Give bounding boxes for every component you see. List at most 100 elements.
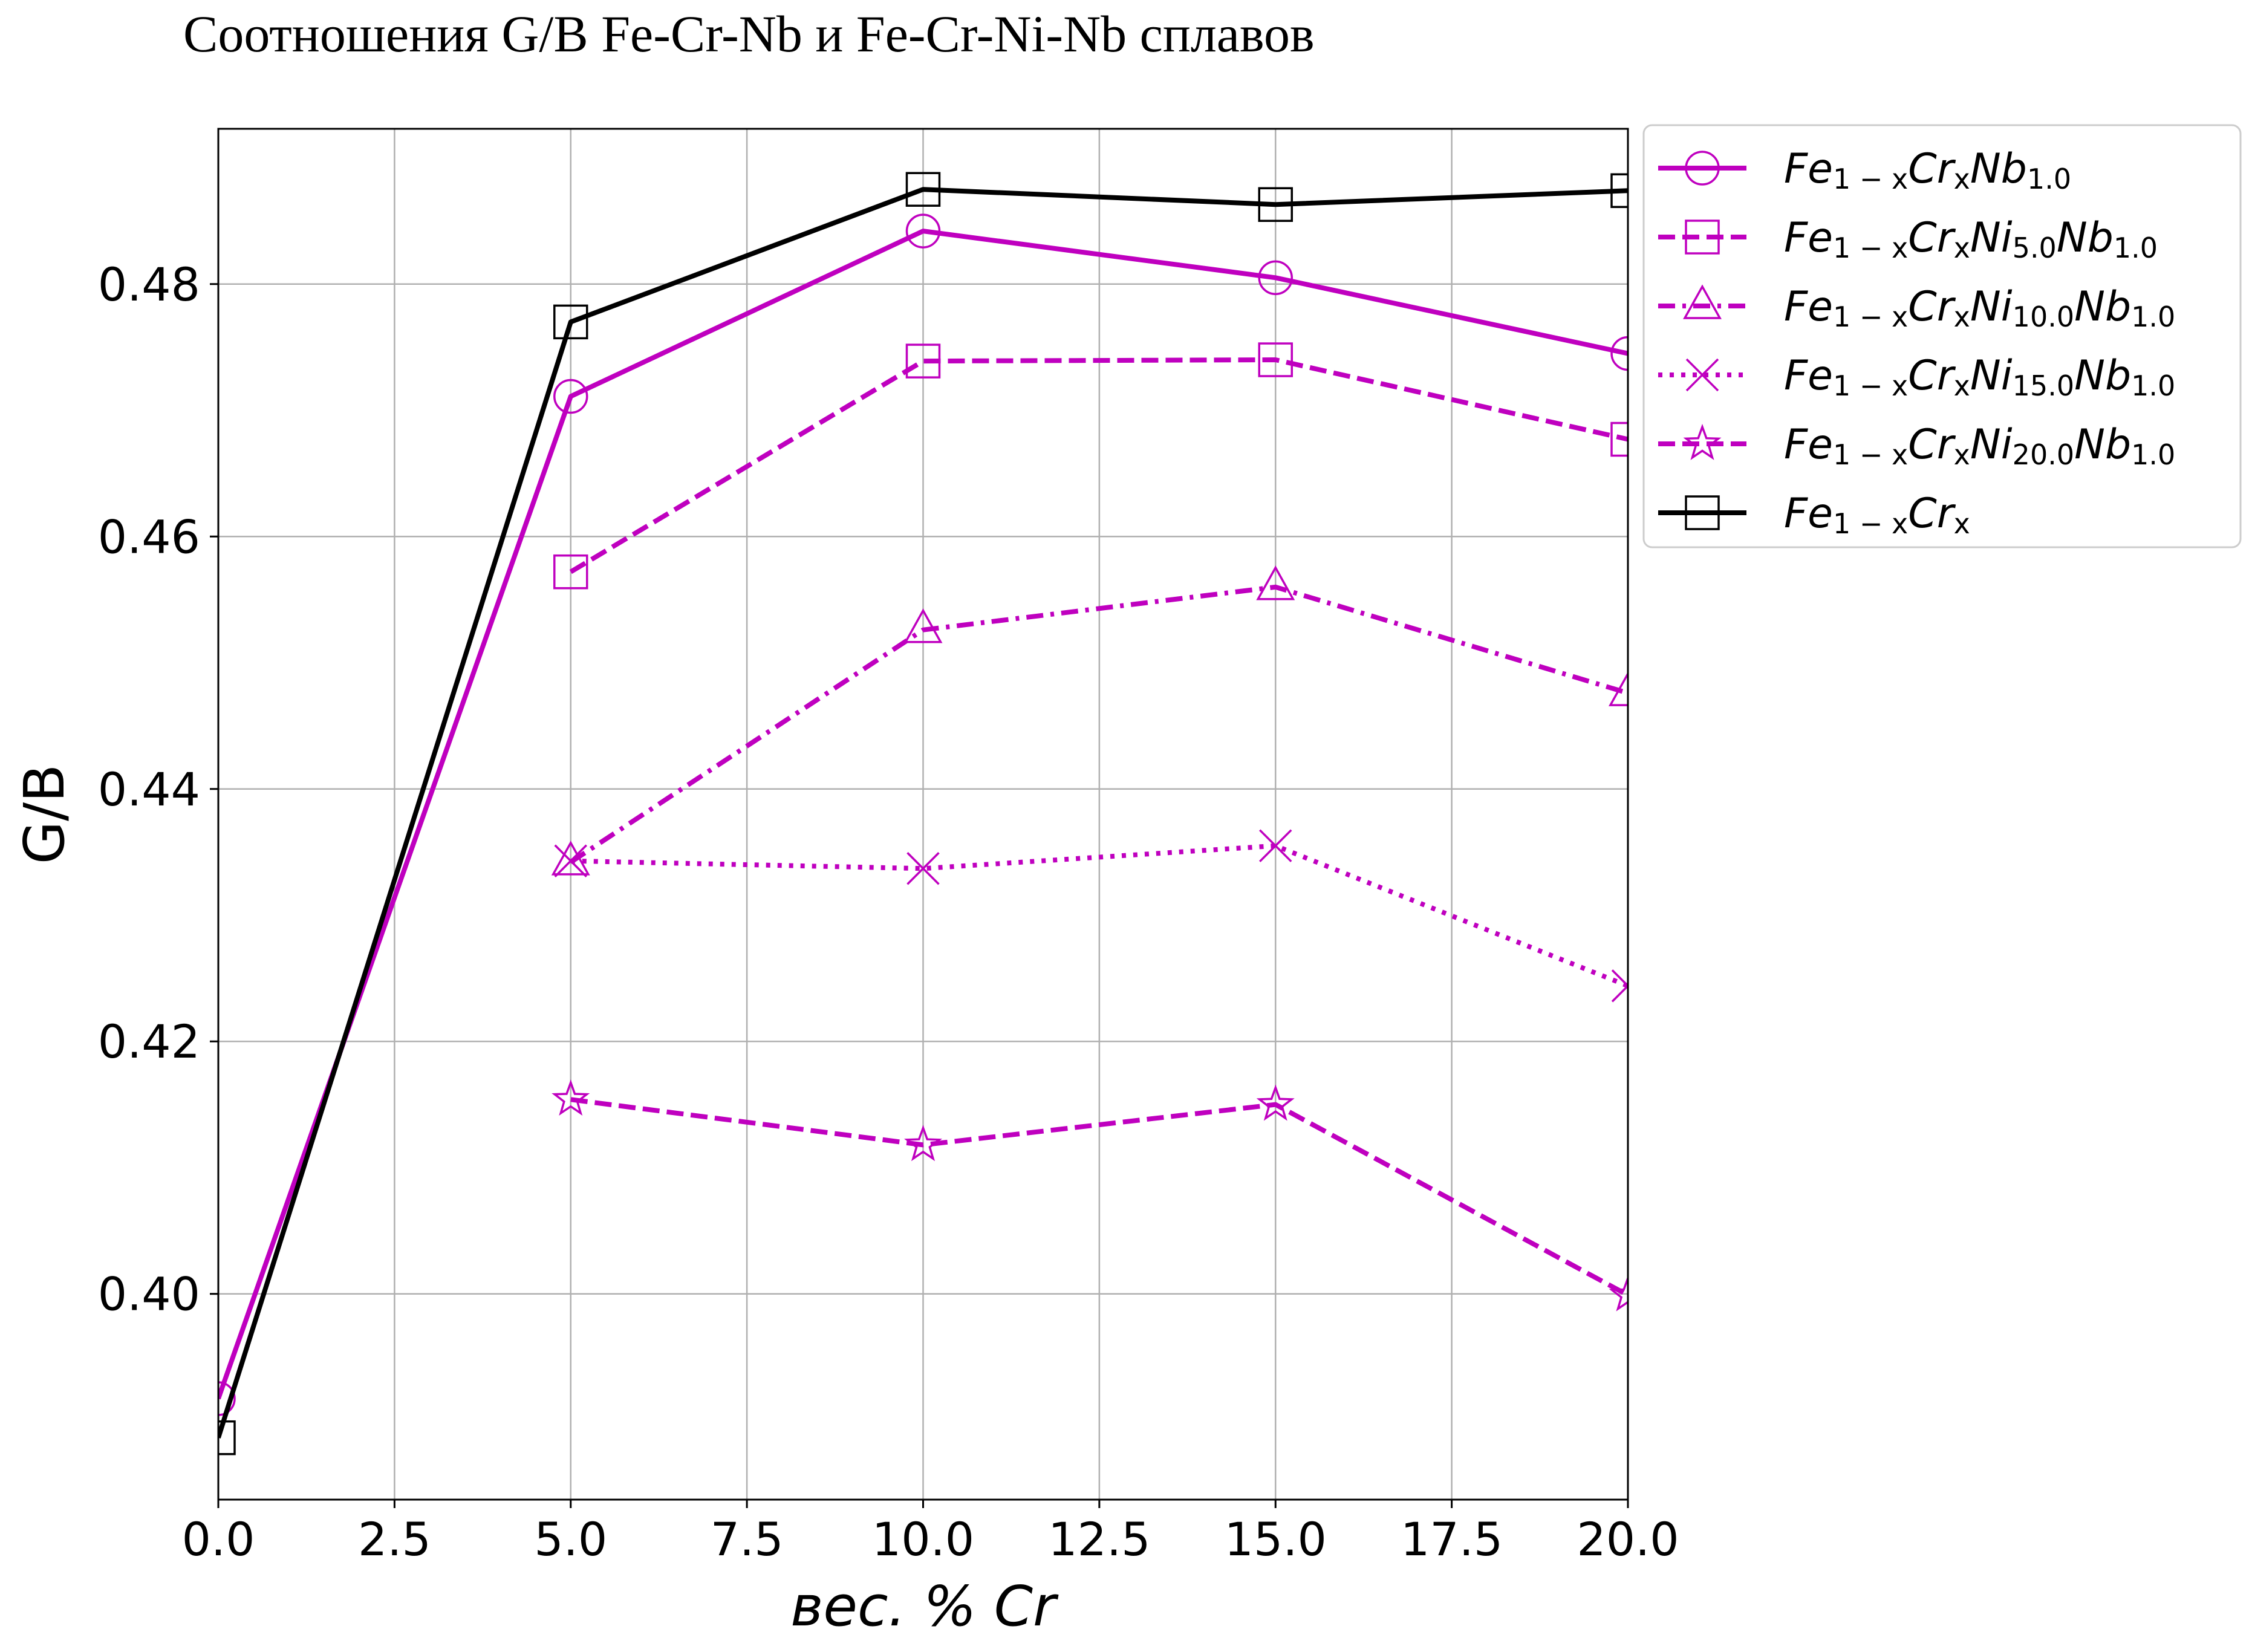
data-point-fecr <box>218 1420 236 1455</box>
data-point-nb <box>1610 336 1628 371</box>
series-line-ni20 <box>570 1097 1628 1298</box>
legend-label-part: Ni <box>1970 214 2013 262</box>
legend-label-part: Cr <box>1908 214 1956 262</box>
legend-entry-ni20: Fe1 − xCrxNi20.0Nb1.0 <box>1658 421 2175 471</box>
series-line-ni5 <box>569 357 1628 574</box>
legend-label-part: Cr <box>1908 145 1956 193</box>
data-point-fecr <box>905 172 941 207</box>
legend-label-part: 5.0 <box>2013 232 2057 264</box>
legend-label-part: Fe <box>1784 352 1833 400</box>
legend-box <box>1642 124 2242 548</box>
legend-label-part: 1.0 <box>2131 301 2175 333</box>
legend-label: Fe1 − xCrxNi10.0Nb1.0 <box>1784 283 2175 333</box>
legend-entry-fecr: Fe1 − xCrx <box>1658 490 1970 540</box>
data-point-ni15 <box>906 852 940 885</box>
y-tick-label: 0.44 <box>98 763 200 816</box>
data-point-nb <box>218 1381 236 1416</box>
data-point-fecr <box>1610 173 1628 209</box>
legend-label-part: 1 − x <box>1833 507 1908 540</box>
data-point-nb <box>1258 260 1293 296</box>
series-ni15 <box>554 829 1628 1003</box>
legend-label-part: x <box>1954 507 1970 540</box>
legend-label-part: Cr <box>1908 421 1956 469</box>
legend-label: Fe1 − xCrxNi5.0Nb1.0 <box>1784 214 2158 264</box>
legend-marker <box>1685 495 1720 530</box>
series-line-ni10 <box>569 584 1628 865</box>
data-point-nb <box>553 379 588 414</box>
data-point-ni10 <box>1256 565 1295 600</box>
x-tick-label: 5.0 <box>534 1512 607 1566</box>
y-axis-label: G/B <box>12 764 77 864</box>
legend-marker <box>1685 358 1719 392</box>
legend-label-part: 1 − x <box>1833 301 1908 333</box>
series-layer <box>218 172 1628 1455</box>
legend-label-part: Fe <box>1784 283 1833 331</box>
axis-ticks: 0.0 2.5 5.0 7.5 10.0 12.5 15.0 17.5 20.0 0.40 0.42… <box>98 258 1679 1566</box>
x-tick-label: 2.5 <box>358 1512 431 1566</box>
legend-marker <box>1685 151 1720 186</box>
legend-entry-ni10: Fe1 − xCrxNi10.0Nb1.0 <box>1658 283 2175 333</box>
data-point-ni10 <box>1609 671 1628 706</box>
legend-label-part: Nb <box>2057 214 2114 262</box>
legend-label: Fe1 − xCrx <box>1784 490 1970 540</box>
legend-label-part: Cr <box>1908 490 1956 538</box>
legend-entry-ni5: Fe1 − xCrxNi5.0Nb1.0 <box>1658 214 2158 264</box>
x-tick-label: 10.0 <box>872 1512 974 1566</box>
legend-label: Fe1 − xCrxNb1.0 <box>1784 145 2071 195</box>
legend-label-part: x <box>1954 163 1970 195</box>
legend-label-part: 1.0 <box>2131 369 2175 402</box>
series-ni20 <box>552 1079 1628 1312</box>
data-point-ni20 <box>552 1079 590 1116</box>
legend-label-part: 1.0 <box>2027 163 2071 195</box>
legend-label-part: Ni <box>1970 352 2013 400</box>
y-tick-label: 0.40 <box>98 1267 200 1321</box>
data-point-fecr <box>553 304 588 340</box>
data-point-ni15 <box>1259 829 1292 862</box>
data-point-ni5 <box>553 554 588 590</box>
x-tick-label: 7.5 <box>711 1512 784 1566</box>
legend-label: Fe1 − xCrxNi15.0Nb1.0 <box>1784 352 2175 402</box>
y-tick-label: 0.48 <box>98 258 200 311</box>
data-point-ni20 <box>1256 1084 1295 1121</box>
data-point-ni20 <box>904 1125 942 1162</box>
x-tick-label: 20.0 <box>1577 1512 1679 1566</box>
x-axis-label: вес. % Cr <box>790 1574 1059 1639</box>
legend-label-part: Ni <box>1970 421 2013 469</box>
legend-label-part: Fe <box>1784 421 1833 469</box>
legend-label-part: Nb <box>2074 283 2131 331</box>
y-tick-label: 0.46 <box>98 510 200 564</box>
legend-label-part: 10.0 <box>2013 301 2074 333</box>
data-point-ni15 <box>1611 969 1628 1003</box>
legend-label-part: 1.0 <box>2131 438 2175 471</box>
x-tick-label: 0.0 <box>182 1512 255 1566</box>
x-tick-label: 12.5 <box>1048 1512 1150 1566</box>
legend-label-part: Fe <box>1784 490 1833 538</box>
chart-title: Соотношения G/B Fe-Cr-Nb и Fe-Cr-Ni-Nb с… <box>183 5 1315 63</box>
legend-label-part: 15.0 <box>2013 369 2074 402</box>
legend-label-part: 1 − x <box>1833 438 1908 471</box>
legend-label-part: Ni <box>1970 283 2013 331</box>
legend-label-part: Fe <box>1784 145 1833 193</box>
x-tick-label: 17.5 <box>1401 1512 1503 1566</box>
legend-marker <box>1683 284 1722 319</box>
legend-entry-ni15: Fe1 − xCrxNi15.0Nb1.0 <box>1658 352 2175 402</box>
series-ni10 <box>551 565 1628 876</box>
series-line-nb <box>218 229 1628 1400</box>
legend-label-part: Fe <box>1784 214 1833 262</box>
legend-label-part: Cr <box>1908 352 1956 400</box>
data-point-ni5 <box>1610 421 1628 457</box>
data-point-ni15 <box>554 844 587 877</box>
legend-label-part: Cr <box>1908 283 1956 331</box>
data-point-ni10 <box>903 608 943 643</box>
legend-entry-nb: Fe1 − xCrxNb1.0 <box>1658 145 2071 195</box>
legend-label-part: 20.0 <box>2013 438 2074 471</box>
legend-marker <box>1683 423 1722 460</box>
legend-label-part: 1.0 <box>2114 232 2158 264</box>
legend-marker <box>1685 220 1720 255</box>
y-tick-label: 0.42 <box>98 1015 200 1068</box>
legend-label-part: x <box>1954 369 1970 402</box>
data-point-nb <box>905 213 941 249</box>
